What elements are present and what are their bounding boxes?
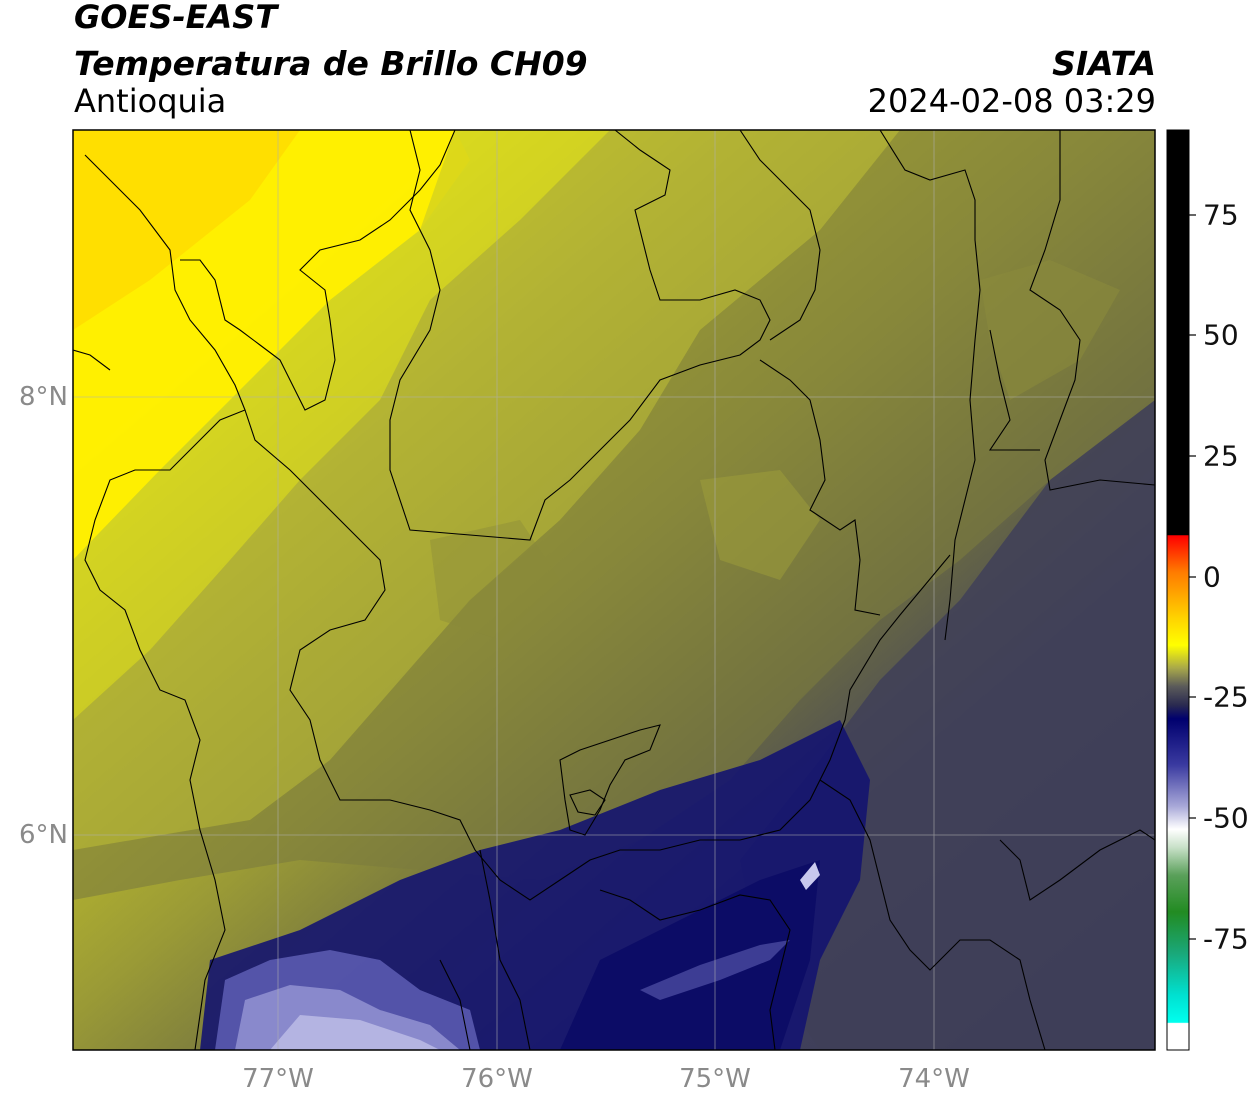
colorbar-label-0: 0 (1203, 560, 1221, 594)
colorbar-ticks (1189, 214, 1196, 940)
region-label: Antioquia (74, 82, 227, 120)
lon-label-75w: 75°W (679, 1064, 751, 1094)
lon-label-74w: 74°W (898, 1064, 970, 1094)
organization-label: SIATA (1052, 44, 1156, 83)
colorbar-label-50: 50 (1203, 318, 1239, 352)
satellite-title: GOES-EAST (74, 0, 278, 36)
boundaries (73, 130, 1155, 1050)
graticule (73, 130, 1155, 1050)
datetime-label: 2024-02-08 03:29 (867, 82, 1156, 120)
colorbar-label-25: 25 (1203, 439, 1239, 473)
colorbar (1166, 129, 1190, 1051)
temperature-map (73, 130, 1155, 1050)
colorbar-label-minus-50: -50 (1203, 801, 1249, 835)
lon-label-77w: 77°W (242, 1064, 314, 1094)
colorbar-label-75: 75 (1203, 198, 1239, 232)
lon-label-76w: 76°W (461, 1064, 533, 1094)
product-title: Temperatura de Brillo CH09 (74, 44, 588, 83)
colorbar-label-minus-25: -25 (1203, 680, 1249, 714)
lat-label-6n: 6°N (19, 820, 68, 850)
lat-label-8n: 8°N (19, 382, 68, 412)
map-frame (72, 129, 1156, 1051)
colorbar-label-minus-75: -75 (1203, 922, 1249, 956)
